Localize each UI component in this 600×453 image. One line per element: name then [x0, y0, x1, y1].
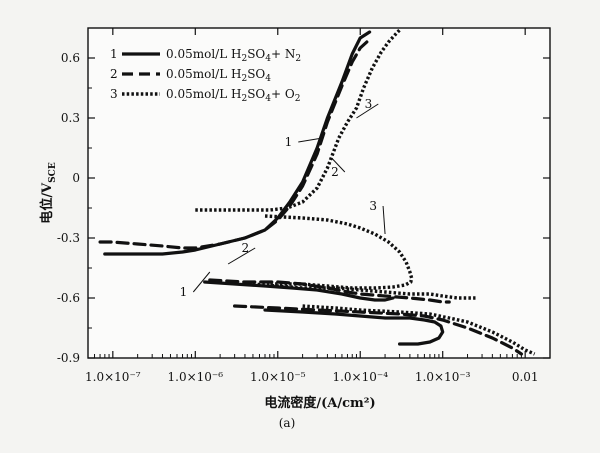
x-tick-label: 1.0×10⁻⁵ [250, 370, 306, 384]
figure-caption: (a) [279, 416, 296, 430]
series-3-curve-4 [302, 304, 536, 356]
series-2-curve-2 [208, 278, 451, 304]
y-tick-label: 0.3 [61, 111, 80, 125]
x-tick-label: 1.0×10⁻⁴ [332, 370, 388, 384]
annotation-leader [356, 103, 379, 119]
legend-number: 1 [110, 47, 118, 61]
annotation-label: 2 [242, 241, 250, 255]
y-tick-label: -0.6 [57, 291, 80, 305]
annotation-label: 3 [365, 97, 373, 111]
y-tick-label: -0.3 [57, 231, 80, 245]
x-tick-label: 1.0×10⁻³ [415, 370, 471, 384]
series-2-curve-3 [233, 304, 524, 356]
annotation-leader [227, 247, 256, 265]
y-tick-label: -0.9 [57, 351, 80, 365]
annotation-leader [298, 137, 323, 143]
series-3-curve-1 [195, 28, 401, 212]
annotation-leader [192, 271, 211, 293]
y-tick-label: 0.6 [61, 51, 80, 65]
x-tick-label: 1.0×10⁻⁶ [168, 370, 224, 384]
legend-label: 0.05mol/L H2SO4+ N2 [166, 47, 301, 64]
annotation-leader [331, 157, 346, 173]
legend-number: 2 [110, 67, 118, 81]
annotation-leader [382, 205, 386, 235]
annotation-label: 2 [331, 165, 339, 179]
series-1-curve-2 [203, 280, 395, 302]
x-tick-label: 1.0×10⁻⁷ [85, 370, 141, 384]
y-axis-title: 电位/VSCE [39, 162, 58, 224]
x-tick-label: 0.01 [512, 370, 539, 384]
y-axis-title-main: 电位/V [39, 182, 55, 224]
annotation-label: 1 [285, 135, 293, 149]
legend-number: 3 [110, 87, 118, 101]
legend-label: 0.05mol/L H2SO4 [166, 67, 271, 84]
series-2-curve-1 [98, 40, 369, 250]
plot-area [87, 27, 551, 359]
y-axis-title-sub: SCE [48, 162, 58, 183]
y-tick-label: 0 [72, 171, 80, 185]
annotation-label: 1 [180, 285, 188, 299]
series-1-curve-3 [263, 308, 445, 346]
legend-label: 0.05mol/L H2SO4+ O2 [166, 87, 300, 104]
annotation-label: 3 [369, 199, 377, 213]
x-axis-title: 电流密度/(A/cm²) [264, 395, 375, 411]
